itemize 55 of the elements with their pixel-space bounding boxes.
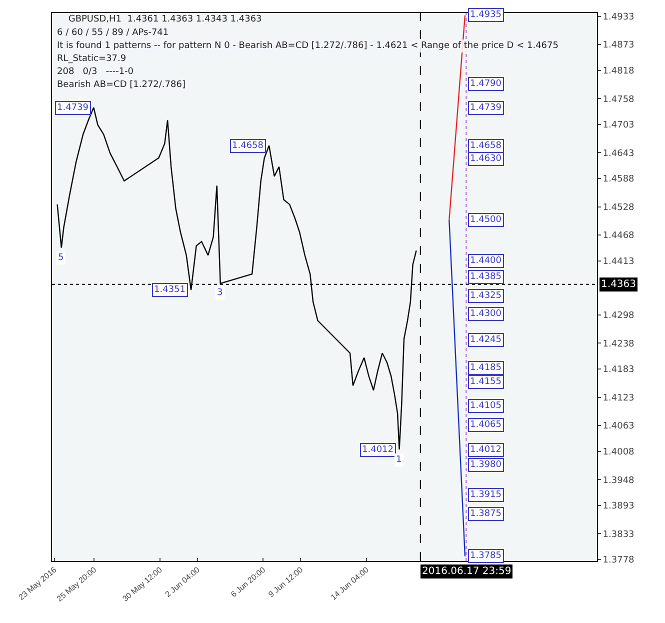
annotation: 1.4935 bbox=[470, 10, 502, 20]
y-tick-label: 1.4818 bbox=[602, 66, 635, 77]
annotation: 1.3875 bbox=[470, 509, 502, 519]
annotation: 1.4185 bbox=[470, 363, 502, 373]
y-tick-label: 1.4758 bbox=[602, 94, 635, 105]
ref-line-label: 1.4363 bbox=[601, 279, 636, 290]
y-tick-label: 1.4183 bbox=[602, 365, 634, 376]
y-tick-label: 1.3893 bbox=[602, 502, 634, 512]
y-tick-label: 1.4413 bbox=[602, 257, 634, 268]
annotation: 1.3785 bbox=[470, 551, 502, 561]
y-tick-label: 1.4123 bbox=[602, 393, 634, 404]
annotation: 1.3980 bbox=[470, 460, 502, 470]
annotation: 1 bbox=[396, 455, 402, 465]
annotation: 3 bbox=[217, 288, 223, 298]
chart-title: GBPUSD,H1 1.4361 1.4363 1.4343 1.4363 bbox=[68, 14, 262, 24]
annotation: 1.4400 bbox=[470, 256, 502, 266]
annotation: 1.4245 bbox=[470, 335, 502, 345]
y-tick-label: 1.4703 bbox=[602, 120, 634, 131]
annotation: 1.4630 bbox=[470, 154, 502, 164]
annotation: 5 bbox=[58, 253, 64, 263]
y-tick-label: 1.4063 bbox=[602, 422, 634, 432]
annotation: 1.4385 bbox=[470, 272, 502, 282]
annotation: 1.4012 bbox=[362, 445, 394, 455]
annotation: It is found 1 patterns -- for pattern N 0 - Bearish AB=CD [1.272/.786] - 1.4621 < Range of the price D < 1.4675 bbox=[57, 41, 558, 51]
y-tick-label: 1.4298 bbox=[602, 311, 635, 322]
y-tick-label: 1.4238 bbox=[602, 339, 635, 350]
y-tick-label: 1.4468 bbox=[602, 231, 635, 242]
y-tick-label: 1.4588 bbox=[602, 174, 635, 185]
annotation: 1.4105 bbox=[470, 401, 502, 411]
y-tick-label: 1.4933 bbox=[602, 12, 634, 22]
y-tick-label: 1.4008 bbox=[602, 448, 635, 458]
y-tick-label: 1.3948 bbox=[602, 476, 635, 486]
annotation: Bearish AB=CD [1.272/.786] bbox=[57, 80, 186, 90]
annotation: RL_Static=37.9 bbox=[57, 54, 126, 64]
annotation: 1.4739 bbox=[57, 103, 89, 113]
y-tick-label: 1.3833 bbox=[602, 530, 634, 540]
annotation: 1.4351 bbox=[154, 285, 186, 295]
annotation: 208 0/3 ----1-0 bbox=[57, 67, 134, 77]
annotation: 1.4065 bbox=[470, 420, 502, 430]
ref-line-label: 2016.06.17 23:59 bbox=[422, 566, 512, 577]
y-tick-label: 1.4528 bbox=[602, 202, 635, 213]
annotation: 6 / 60 / 55 / 89 / APs-741 bbox=[57, 28, 169, 38]
annotation: 1.4500 bbox=[470, 215, 502, 225]
y-tick-label: 1.3778 bbox=[602, 556, 635, 566]
annotation: 1.4658 bbox=[232, 141, 264, 151]
annotation: 1.4739 bbox=[470, 103, 502, 113]
annotation: 1.4790 bbox=[470, 79, 502, 89]
annotation: 1.4012 bbox=[470, 445, 502, 455]
y-tick-label: 1.4643 bbox=[602, 148, 634, 159]
y-tick-label: 1.4873 bbox=[602, 40, 634, 51]
annotation: 1.4325 bbox=[470, 291, 502, 301]
annotation: 1.4658 bbox=[470, 141, 502, 151]
annotation: 1.4155 bbox=[470, 377, 502, 387]
annotation: 1.4300 bbox=[470, 309, 502, 319]
annotation: 1.3915 bbox=[470, 490, 502, 500]
